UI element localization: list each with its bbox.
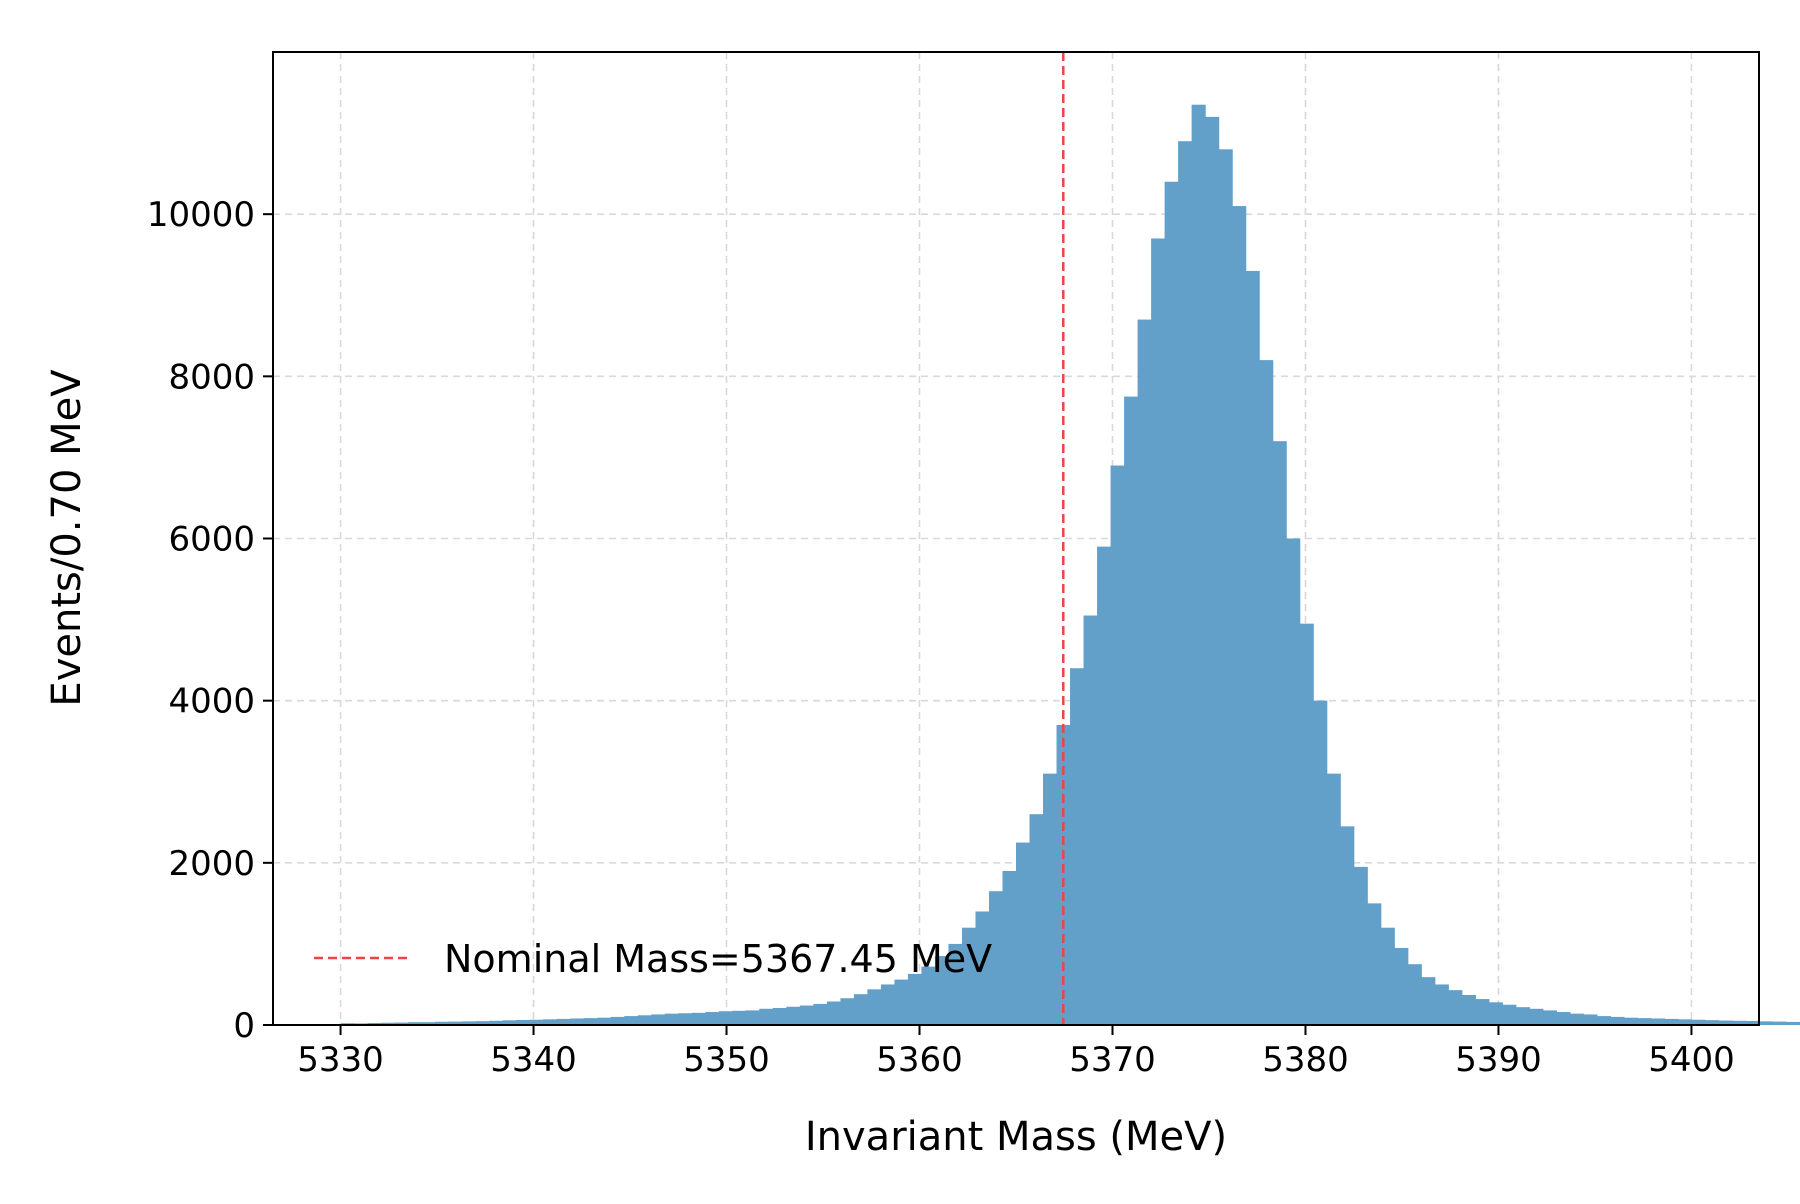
histogram-bar xyxy=(1597,1016,1611,1025)
histogram-bar xyxy=(881,984,895,1025)
histogram-bar xyxy=(840,998,854,1025)
histogram-bar xyxy=(1448,990,1462,1025)
histogram-bar xyxy=(1354,867,1368,1025)
histogram-bar xyxy=(1165,182,1179,1025)
y-axis-label: Events/0.70 MeV xyxy=(44,369,90,707)
histogram-bar xyxy=(584,1018,598,1025)
x-tick-label: 5390 xyxy=(1455,1040,1542,1080)
histogram-bar xyxy=(827,1001,841,1025)
histogram-bar xyxy=(1421,977,1435,1025)
y-tick-label: 8000 xyxy=(168,357,255,397)
x-axis-label: Invariant Mass (MeV) xyxy=(805,1114,1227,1160)
histogram-bar xyxy=(1246,271,1260,1025)
histogram-bar xyxy=(1300,624,1314,1025)
histogram-bar xyxy=(759,1009,773,1025)
histogram-bar xyxy=(1219,149,1233,1025)
histogram-bar xyxy=(1462,995,1476,1025)
histogram-bar xyxy=(1043,774,1057,1025)
histogram-bar xyxy=(773,1008,787,1025)
histogram-bar xyxy=(732,1011,746,1025)
histogram-bar xyxy=(719,1011,733,1025)
histogram-bar xyxy=(854,994,868,1025)
histogram-bar xyxy=(1273,441,1287,1025)
histogram-bar xyxy=(1637,1018,1651,1025)
histogram-bar xyxy=(1232,206,1246,1025)
histogram-bar xyxy=(867,989,881,1025)
histogram-bar xyxy=(1111,466,1125,1025)
x-tick-label: 5340 xyxy=(490,1040,577,1080)
histogram-bar xyxy=(1489,1002,1503,1025)
histogram-bar xyxy=(597,1018,611,1025)
histogram-bar xyxy=(1394,948,1408,1025)
histogram-bar xyxy=(1583,1014,1597,1025)
histogram-bar xyxy=(1138,320,1152,1025)
x-tick-label: 5400 xyxy=(1648,1040,1735,1080)
x-tick-label: 5380 xyxy=(1262,1040,1349,1080)
x-tick-label: 5350 xyxy=(683,1040,770,1080)
histogram-bar xyxy=(1367,903,1381,1025)
histogram-bar xyxy=(638,1015,652,1025)
legend: Nominal Mass=5367.45 MeV xyxy=(314,937,992,981)
histogram-bar xyxy=(692,1013,706,1025)
histogram-bar xyxy=(1759,1021,1773,1025)
y-tick-label: 10000 xyxy=(147,195,255,235)
histogram-bar xyxy=(1381,928,1395,1025)
histogram-bar xyxy=(1340,826,1354,1025)
histogram-bar xyxy=(1556,1012,1570,1025)
y-tick-label: 0 xyxy=(233,1006,255,1046)
histogram-bar xyxy=(1178,141,1192,1025)
histogram-bar xyxy=(665,1014,679,1025)
histogram-bar xyxy=(1205,117,1219,1025)
histogram-bar xyxy=(1151,238,1165,1025)
bars-layer xyxy=(341,105,1800,1025)
histogram-bar xyxy=(1624,1018,1638,1025)
histogram-bar xyxy=(1259,360,1273,1025)
x-tick-label: 5370 xyxy=(1069,1040,1156,1080)
y-tick-label: 2000 xyxy=(168,844,255,884)
x-tick-label: 5360 xyxy=(876,1040,963,1080)
histogram-bar xyxy=(813,1004,827,1025)
y-tick-label: 4000 xyxy=(168,682,255,722)
histogram-bar xyxy=(1408,964,1422,1025)
histogram-bar xyxy=(1327,774,1341,1025)
histogram-bar xyxy=(1610,1017,1624,1025)
histogram-bar xyxy=(1786,1022,1800,1025)
histogram-bar xyxy=(1502,1005,1516,1025)
histogram-bar xyxy=(908,974,922,1025)
histogram-bar xyxy=(1313,701,1327,1025)
histogram-bar xyxy=(800,1006,814,1025)
histogram-bar xyxy=(1030,814,1044,1025)
histogram-bar xyxy=(611,1017,625,1025)
histogram-bar xyxy=(1435,984,1449,1025)
histogram-bar xyxy=(624,1016,638,1025)
histogram-bar xyxy=(1475,999,1489,1025)
histogram-bar xyxy=(1016,843,1030,1025)
histogram-bar xyxy=(1070,668,1084,1025)
histogram-bar xyxy=(1516,1007,1530,1025)
histogram-bar xyxy=(1773,1022,1787,1025)
histogram-bar xyxy=(1286,539,1300,1026)
x-tick-label: 5330 xyxy=(297,1040,384,1080)
histogram-bar xyxy=(1097,547,1111,1025)
histogram-bar xyxy=(786,1007,800,1025)
histogram-bar xyxy=(678,1013,692,1025)
histogram-bar xyxy=(1084,616,1098,1025)
histogram-bar xyxy=(1124,397,1138,1025)
histogram-bar xyxy=(651,1014,665,1025)
histogram-bar xyxy=(1570,1014,1584,1025)
histogram-bar xyxy=(705,1012,719,1025)
histogram-bar xyxy=(894,980,908,1025)
histogram-bar xyxy=(746,1010,760,1025)
histogram-bar xyxy=(1002,871,1016,1025)
y-tick-label: 6000 xyxy=(168,520,255,560)
legend-label: Nominal Mass=5367.45 MeV xyxy=(444,937,992,981)
histogram-bar xyxy=(1529,1009,1543,1025)
histogram-bar xyxy=(1543,1010,1557,1025)
histogram-bar xyxy=(1192,105,1206,1025)
